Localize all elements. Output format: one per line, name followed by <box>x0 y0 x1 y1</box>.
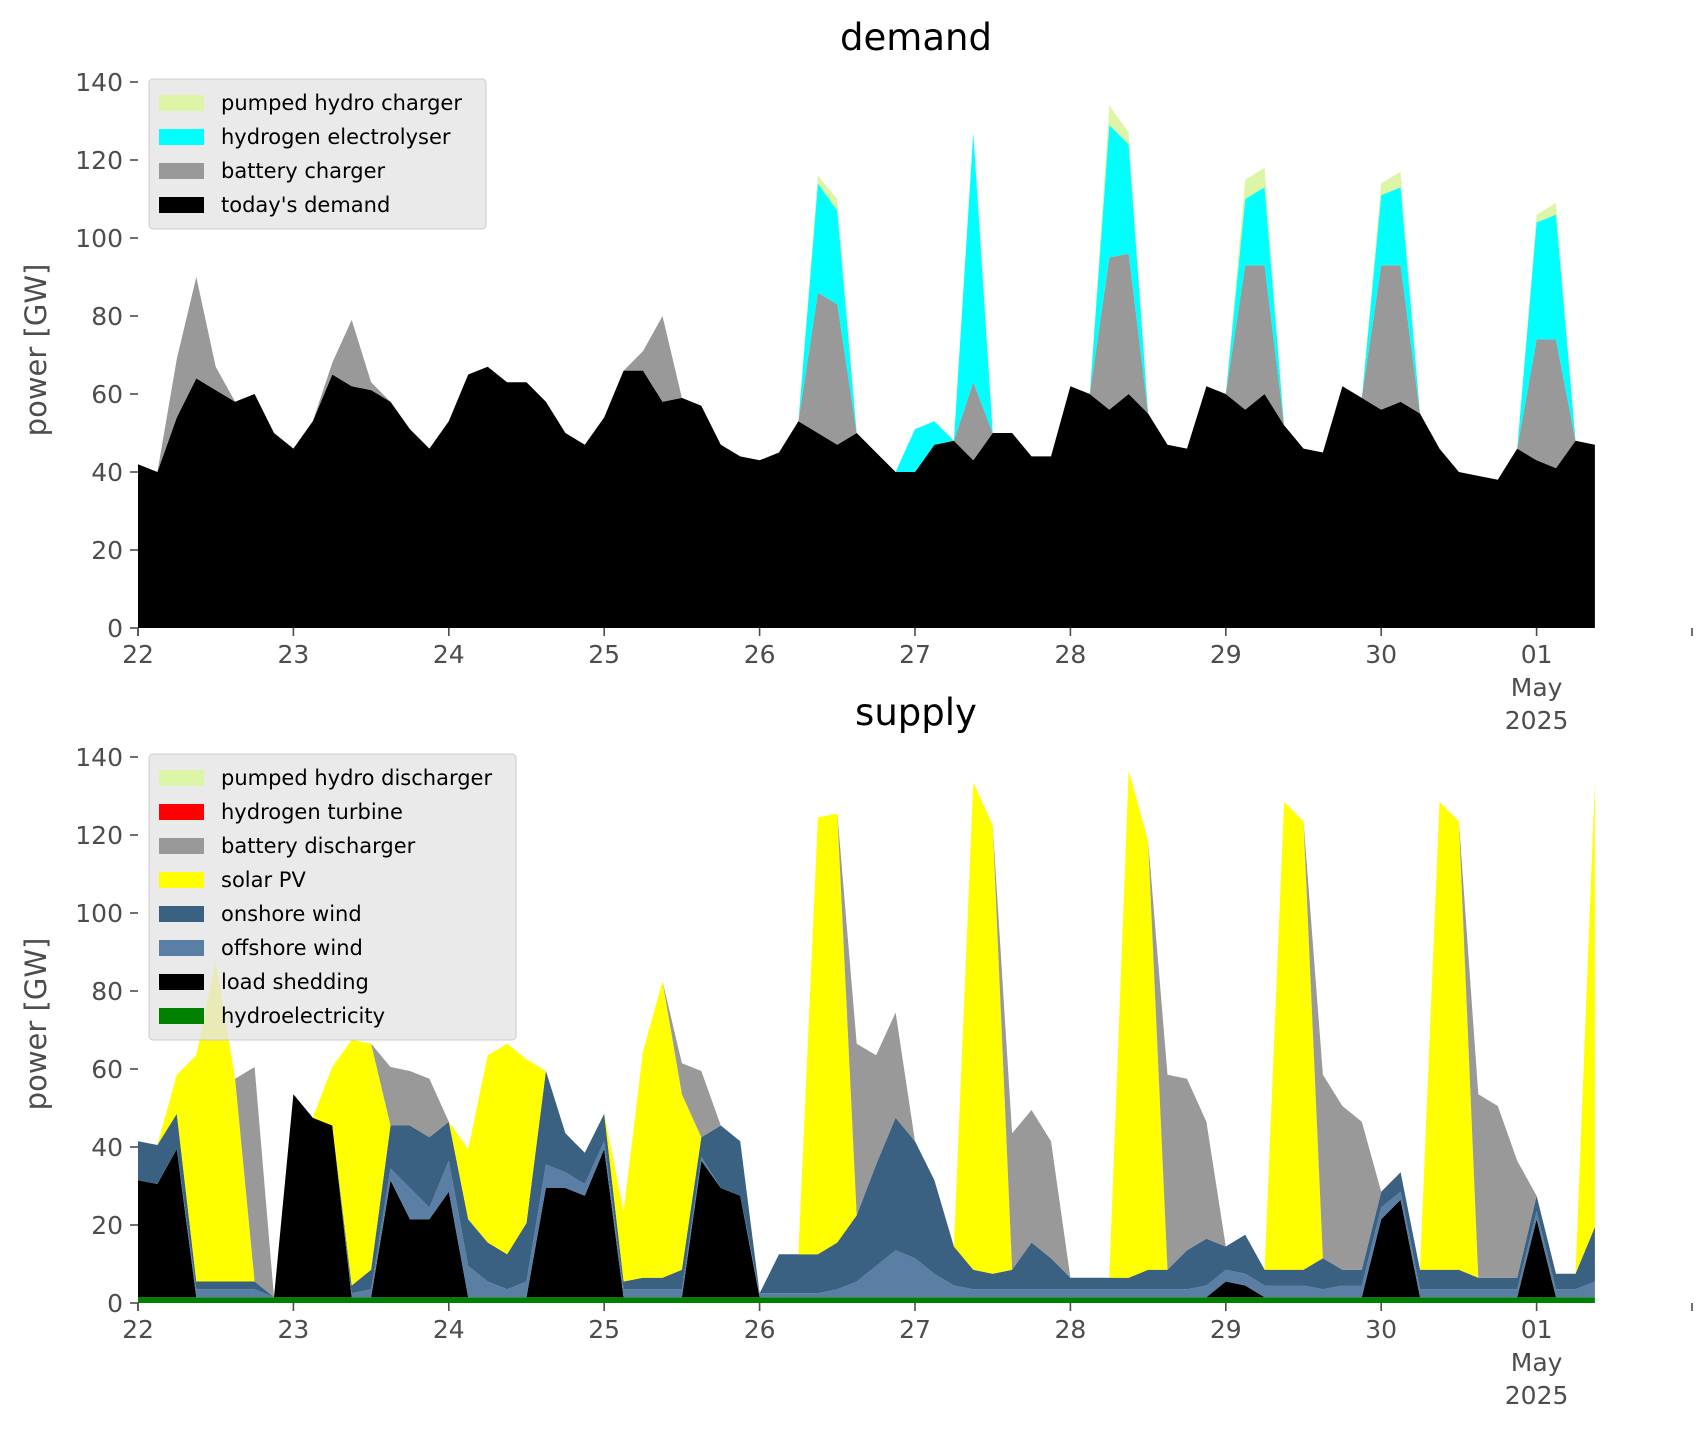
supply-title: supply <box>855 691 977 734</box>
x-tick-label: 28 <box>1054 1315 1086 1344</box>
y-tick-label: 100 <box>75 899 123 928</box>
legend-swatch-hydroelectricity <box>159 1008 204 1024</box>
legend-swatch-onshore-wind <box>159 906 204 922</box>
area-hydroelectricity <box>138 1297 1595 1303</box>
legend-label-hydrogen-electrolyser: hydrogen electrolyser <box>221 125 451 149</box>
area-load-shedding <box>138 1094 1595 1298</box>
x-tick-label: 30 <box>1365 640 1397 669</box>
legend-swatch-battery-charger <box>159 163 204 179</box>
legend-swatch-pumped-hydro-discharger <box>159 770 204 786</box>
demand-legend: pumped hydro charger hydrogen electrolyse… <box>148 78 487 230</box>
x-tick-label: 2025 <box>1505 1381 1569 1410</box>
supply-legend: pumped hydro discharger hydrogen turbine b… <box>148 753 517 1041</box>
y-tick-label: 120 <box>75 821 123 850</box>
supply-areas <box>138 770 1595 1303</box>
x-tick-label: 22 <box>122 1315 154 1344</box>
demand-areas <box>138 105 1595 628</box>
demand-x-ticks: 22 23 24 25 26 27 28 29 30 01 May 2025 <box>122 628 1693 735</box>
x-tick-label: 01 <box>1521 640 1553 669</box>
demand-y-ticks: 0 20 40 60 80 100 120 140 <box>75 68 138 643</box>
legend-label-solar-pv: solar PV <box>221 868 306 892</box>
legend-swatch-solar-pv <box>159 872 204 888</box>
x-tick-label: 25 <box>588 1315 620 1344</box>
legend-label-onshore-wind: onshore wind <box>221 902 362 926</box>
y-tick-label: 80 <box>91 977 123 1006</box>
y-tick-label: 40 <box>91 458 123 487</box>
x-tick-label: 28 <box>1054 640 1086 669</box>
x-tick-label: 29 <box>1210 1315 1242 1344</box>
demand-title: demand <box>840 16 992 59</box>
legend-label-load-shedding: load shedding <box>221 970 369 994</box>
y-tick-label: 20 <box>91 536 123 565</box>
x-tick-label: 2025 <box>1505 706 1569 735</box>
area-solar-pv <box>138 770 1595 1298</box>
y-tick-label: 0 <box>107 614 123 643</box>
x-tick-label: May <box>1511 673 1563 702</box>
y-tick-label: 20 <box>91 1211 123 1240</box>
x-tick-label: 26 <box>744 640 776 669</box>
legend-box <box>148 78 487 230</box>
area-onshore-wind <box>138 1071 1595 1298</box>
y-tick-label: 60 <box>91 1055 123 1084</box>
legend-label-hydrogen-turbine: hydrogen turbine <box>221 800 403 824</box>
demand-ylabel: power [GW] <box>19 264 53 437</box>
x-tick-label: 23 <box>277 640 309 669</box>
legend-swatch-hydrogen-electrolyser <box>159 129 204 145</box>
x-tick-label: 22 <box>122 640 154 669</box>
supply-x-ticks: 22 23 24 25 26 27 28 29 30 01 May 2025 <box>122 1303 1693 1410</box>
area-today-s-demand <box>138 366 1595 628</box>
legend-label-offshore-wind: offshore wind <box>221 936 363 960</box>
x-tick-label: 26 <box>744 1315 776 1344</box>
legend-swatch-load-shedding <box>159 974 204 990</box>
y-tick-label: 140 <box>75 743 123 772</box>
legend-label-pumped-hydro-discharger: pumped hydro discharger <box>221 766 492 790</box>
supply-y-ticks: 0 20 40 60 80 100 120 140 <box>75 743 138 1318</box>
y-tick-label: 80 <box>91 302 123 331</box>
legend-label-pumped-hydro-charger: pumped hydro charger <box>221 91 462 115</box>
x-tick-label: 29 <box>1210 640 1242 669</box>
legend-label-battery-charger: battery charger <box>221 159 386 183</box>
y-tick-label: 120 <box>75 146 123 175</box>
legend-label-hydroelectricity: hydroelectricity <box>221 1004 385 1028</box>
legend-swatch-pumped-hydro-charger <box>159 95 204 111</box>
supply-ylabel: power [GW] <box>19 938 53 1111</box>
y-tick-label: 60 <box>91 380 123 409</box>
x-tick-label: May <box>1511 1348 1563 1377</box>
y-tick-label: 0 <box>107 1289 123 1318</box>
legend-swatch-offshore-wind <box>159 940 204 956</box>
x-tick-label: 27 <box>899 640 931 669</box>
x-tick-label: 23 <box>277 1315 309 1344</box>
legend-box <box>148 753 517 1041</box>
legend-label-today-s-demand: today's demand <box>221 193 390 217</box>
legend-swatch-today-s-demand <box>159 197 204 213</box>
x-tick-label: 25 <box>588 640 620 669</box>
x-tick-label: 01 <box>1521 1315 1553 1344</box>
x-tick-label: 24 <box>433 1315 465 1344</box>
legend-label-battery-discharger: battery discharger <box>221 834 416 858</box>
legend-swatch-battery-discharger <box>159 838 204 854</box>
x-tick-label: 27 <box>899 1315 931 1344</box>
x-tick-label: 24 <box>433 640 465 669</box>
y-tick-label: 140 <box>75 68 123 97</box>
y-tick-label: 100 <box>75 224 123 253</box>
y-tick-label: 40 <box>91 1133 123 1162</box>
x-tick-label: 30 <box>1365 1315 1397 1344</box>
legend-swatch-hydrogen-turbine <box>159 804 204 820</box>
